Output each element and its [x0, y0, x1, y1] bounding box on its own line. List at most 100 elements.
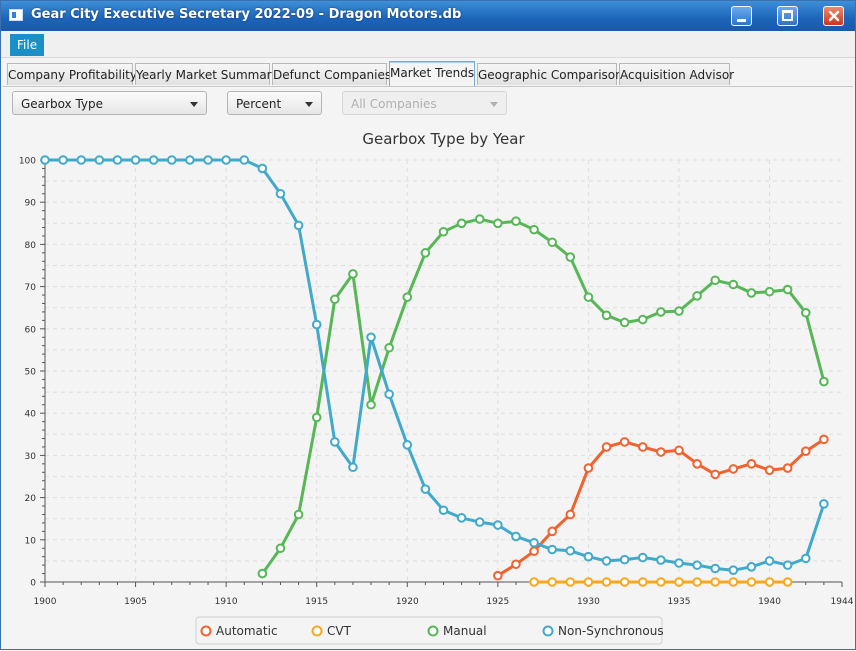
- data-point-non-synchronous: [456, 513, 467, 523]
- tab-market-trends[interactable]: Market Trends: [389, 61, 475, 86]
- data-point-non-synchronous: [583, 551, 594, 562]
- data-point-manual: [674, 306, 684, 316]
- chevron-down-icon: [190, 102, 198, 107]
- data-point-non-synchronous: [637, 552, 648, 563]
- data-point-manual: [782, 284, 793, 295]
- tab-acquisition-advisor[interactable]: Acquisition Advisor: [619, 63, 734, 85]
- data-point-non-synchronous: [148, 155, 159, 165]
- data-point-non-synchronous: [601, 556, 612, 566]
- maximize-button[interactable]: [777, 6, 798, 26]
- category-select[interactable]: Gearbox Type: [12, 91, 207, 115]
- data-point-cvt: [601, 577, 612, 587]
- data-point-manual: [601, 310, 612, 321]
- data-point-cvt: [782, 577, 793, 587]
- data-point-manual: [547, 237, 557, 248]
- legend-marker-non-synchronous: [542, 625, 554, 637]
- category-select-value: Gearbox Type: [21, 97, 104, 111]
- data-point-cvt: [674, 577, 684, 587]
- menu-file[interactable]: File: [10, 34, 45, 56]
- data-point-cvt: [547, 577, 557, 587]
- data-point-manual: [565, 252, 576, 262]
- data-point-non-synchronous: [529, 537, 539, 548]
- tab-company-profitability[interactable]: Company Profitability: [7, 63, 137, 85]
- y-tick-label: 100: [19, 157, 36, 167]
- data-point-non-synchronous: [275, 188, 286, 199]
- data-point-automatic: [674, 445, 684, 456]
- data-point-manual: [348, 269, 358, 279]
- data-point-manual: [800, 307, 811, 318]
- market-trends-panel: [3, 86, 853, 650]
- data-point-automatic: [529, 546, 539, 556]
- data-point-manual: [692, 291, 702, 301]
- data-point-automatic: [511, 559, 521, 570]
- tab-defunct-companies[interactable]: Defunct Companies: [272, 63, 391, 85]
- data-point-manual: [493, 218, 503, 229]
- data-point-manual: [330, 294, 340, 305]
- data-point-automatic: [601, 442, 612, 452]
- window-title: Gear City Executive Secretary 2022-09 - …: [31, 7, 462, 22]
- legend-marker-cvt: [311, 625, 323, 637]
- y-tick-label: 20: [25, 494, 37, 504]
- data-point-non-synchronous: [112, 155, 123, 165]
- x-tick-label: 1935: [668, 597, 691, 607]
- data-point-non-synchronous: [185, 155, 195, 165]
- data-point-automatic: [565, 509, 576, 520]
- data-point-non-synchronous: [293, 220, 304, 231]
- data-point-non-synchronous: [76, 155, 87, 165]
- data-point-non-synchronous: [203, 155, 213, 165]
- y-tick-label: 50: [25, 368, 37, 378]
- x-tick-label: 1900: [34, 597, 57, 607]
- data-point-non-synchronous: [257, 163, 268, 174]
- mode-select-value: Percent: [236, 97, 282, 111]
- data-point-non-synchronous: [420, 484, 431, 494]
- data-point-manual: [746, 288, 757, 298]
- app-icon: [9, 9, 23, 21]
- chart-title: Gearbox Type by Year: [362, 130, 525, 148]
- data-point-manual: [275, 543, 286, 554]
- data-point-non-synchronous: [656, 555, 666, 565]
- tab-yearly-market-summary[interactable]: Yearly Market Summary: [135, 63, 279, 85]
- data-point-non-synchronous: [40, 155, 50, 165]
- data-point-cvt: [619, 577, 630, 587]
- data-point-manual: [420, 248, 431, 258]
- data-point-cvt: [710, 577, 721, 587]
- x-tick-label: 1905: [124, 597, 147, 607]
- data-point-manual: [728, 279, 739, 290]
- data-point-non-synchronous: [710, 563, 721, 574]
- minimize-button[interactable]: [731, 6, 752, 26]
- data-point-cvt: [637, 577, 648, 587]
- data-point-non-synchronous: [166, 155, 177, 165]
- y-tick-label: 40: [25, 410, 37, 420]
- data-point-automatic: [547, 526, 557, 537]
- data-point-cvt: [529, 577, 539, 587]
- data-point-manual: [366, 399, 376, 410]
- close-button[interactable]: [823, 6, 844, 26]
- y-tick-label: 30: [25, 452, 37, 462]
- data-point-non-synchronous: [348, 462, 358, 473]
- mode-select[interactable]: Percent: [227, 91, 322, 115]
- data-point-non-synchronous: [746, 562, 757, 572]
- data-point-cvt: [692, 577, 702, 587]
- tab-geographic-comparison[interactable]: Geographic Comparison: [477, 63, 623, 85]
- data-point-cvt: [764, 577, 775, 587]
- data-point-automatic: [583, 463, 594, 473]
- data-point-cvt: [583, 577, 594, 587]
- data-point-non-synchronous: [330, 437, 340, 447]
- x-tick-label: 1930: [577, 597, 600, 607]
- data-point-non-synchronous: [764, 556, 775, 566]
- data-point-manual: [529, 224, 539, 235]
- data-point-manual: [311, 412, 322, 423]
- data-point-manual: [710, 275, 721, 286]
- x-tick-label: 1944: [831, 597, 854, 607]
- data-point-manual: [438, 226, 449, 237]
- data-point-non-synchronous: [728, 565, 739, 575]
- y-tick-label: 60: [25, 325, 37, 335]
- data-point-non-synchronous: [692, 560, 702, 570]
- data-point-manual: [637, 314, 648, 325]
- data-point-cvt: [565, 577, 576, 587]
- close-icon: [828, 10, 840, 22]
- data-point-cvt: [656, 577, 666, 587]
- legend-label-non-synchronous: Non-Synchronous: [558, 624, 664, 638]
- series-line-automatic: [497, 438, 825, 577]
